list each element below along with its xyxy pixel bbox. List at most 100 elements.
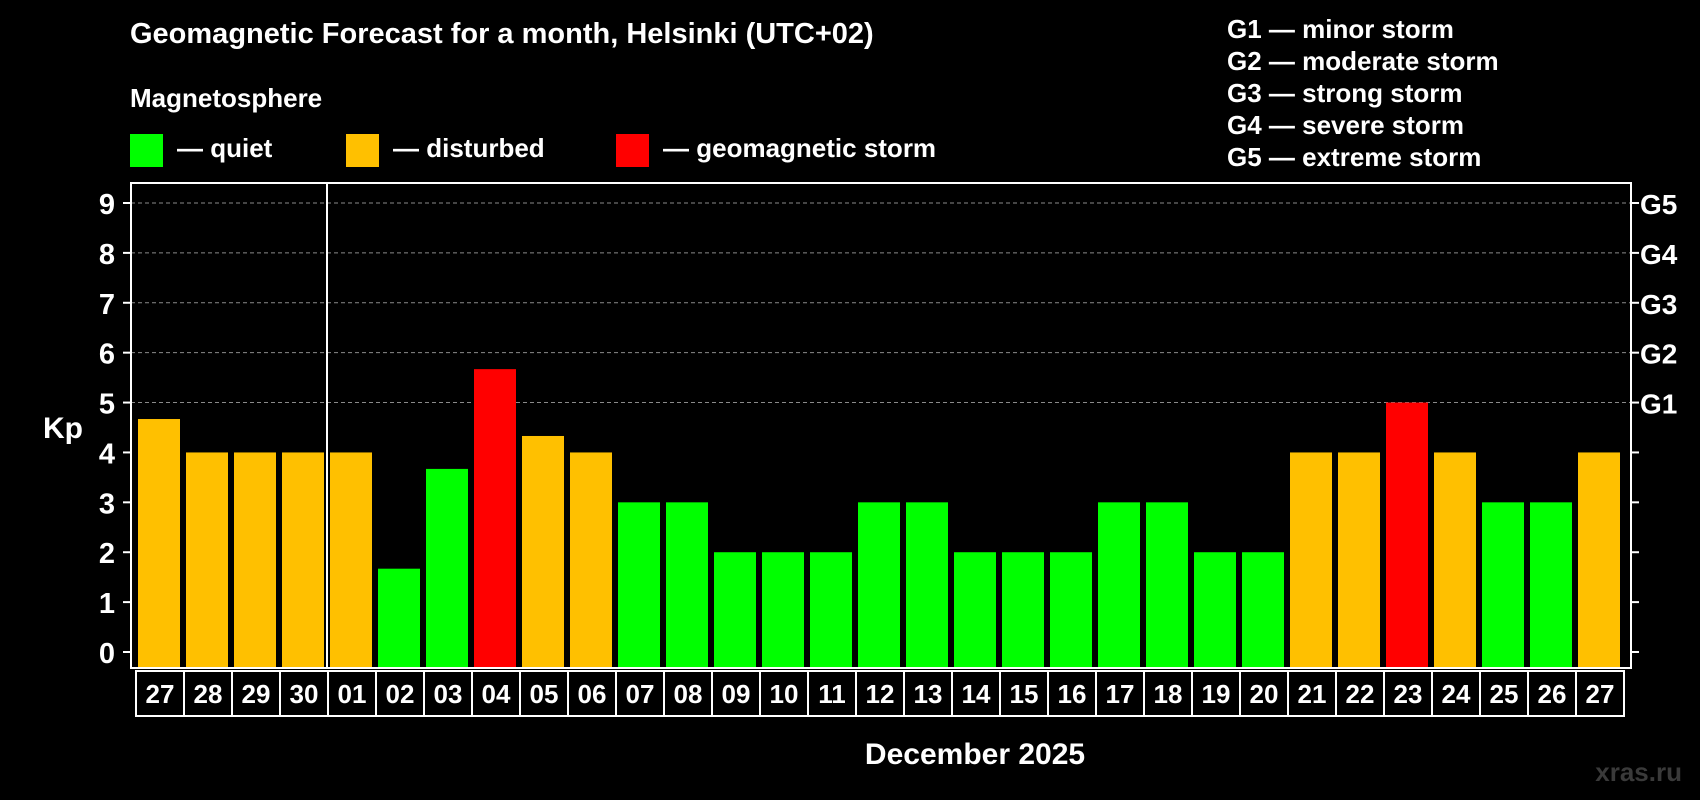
y-tick-label-7: 7 xyxy=(99,289,115,321)
legend-swatch-disturbed xyxy=(346,134,379,167)
date-cell-28 xyxy=(1479,670,1529,717)
watermark: xras.ru xyxy=(1595,757,1682,787)
magnetosphere-label: Magnetosphere xyxy=(130,83,323,113)
date-cell-9 xyxy=(567,670,617,717)
date-label-28: 25 xyxy=(1490,679,1519,709)
date-cell-21 xyxy=(1143,670,1193,717)
bar-9 xyxy=(570,452,612,668)
legend-label-quiet: — quiet xyxy=(177,133,273,163)
date-cell-27 xyxy=(1431,670,1481,717)
bar-14 xyxy=(810,552,852,668)
date-label-16: 13 xyxy=(914,679,943,709)
bar-30 xyxy=(1578,452,1620,668)
y-tick-label-1: 1 xyxy=(99,588,115,620)
date-label-20: 17 xyxy=(1106,679,1135,709)
bar-25 xyxy=(1338,452,1380,668)
date-label-25: 22 xyxy=(1346,679,1375,709)
y-tick-label-2: 2 xyxy=(99,538,115,570)
bar-28 xyxy=(1482,502,1524,668)
legend-label-storm: — geomagnetic storm xyxy=(663,133,937,163)
bar-15 xyxy=(858,502,900,668)
y-axis-title: Kp xyxy=(43,412,83,445)
bar-22 xyxy=(1194,552,1236,668)
date-cell-22 xyxy=(1191,670,1241,717)
date-label-4: 01 xyxy=(338,679,367,709)
bar-26 xyxy=(1386,402,1428,668)
storm-level-g2: G2 — moderate storm xyxy=(1227,46,1499,76)
date-label-0: 27 xyxy=(146,679,175,709)
bar-21 xyxy=(1146,502,1188,668)
date-label-10: 07 xyxy=(626,679,655,709)
date-cell-13 xyxy=(759,670,809,717)
bar-6 xyxy=(426,468,468,668)
date-label-14: 11 xyxy=(818,679,846,709)
bar-29 xyxy=(1530,502,1572,668)
bar-17 xyxy=(954,552,996,668)
plot-frame xyxy=(130,182,1632,669)
date-cell-12 xyxy=(711,670,761,717)
bar-8 xyxy=(522,435,564,668)
date-cell-26 xyxy=(1383,670,1433,717)
bar-4 xyxy=(330,452,372,668)
legend-swatch-storm xyxy=(616,134,649,167)
bar-27 xyxy=(1434,452,1476,668)
date-label-27: 24 xyxy=(1442,679,1471,709)
y-tick-label-9: 9 xyxy=(99,189,115,221)
date-label-6: 03 xyxy=(434,679,463,709)
date-label-21: 18 xyxy=(1154,679,1183,709)
y-tick-label-4: 4 xyxy=(99,438,115,470)
date-label-5: 02 xyxy=(386,679,415,709)
date-label-3: 30 xyxy=(290,679,319,709)
bar-24 xyxy=(1290,452,1332,668)
date-label-2: 29 xyxy=(242,679,271,709)
bar-16 xyxy=(906,502,948,668)
bar-19 xyxy=(1050,552,1092,668)
date-label-13: 10 xyxy=(770,679,799,709)
bar-18 xyxy=(1002,552,1044,668)
bar-0 xyxy=(138,419,180,668)
date-cell-7 xyxy=(471,670,521,717)
chart-title: Geomagnetic Forecast for a month, Helsin… xyxy=(130,18,874,50)
bar-7 xyxy=(474,369,516,668)
y-tick-label-8: 8 xyxy=(99,239,115,271)
date-label-11: 08 xyxy=(674,679,703,709)
date-label-8: 05 xyxy=(530,679,559,709)
date-label-29: 26 xyxy=(1538,679,1567,709)
date-label-23: 20 xyxy=(1250,679,1279,709)
date-cell-15 xyxy=(855,670,905,717)
storm-level-g3: G3 — strong storm xyxy=(1227,78,1463,108)
date-cell-29 xyxy=(1527,670,1577,717)
date-label-1: 28 xyxy=(194,679,223,709)
date-cell-20 xyxy=(1095,670,1145,717)
legend-swatch-quiet xyxy=(130,134,163,167)
right-axis-label-g3: G3 xyxy=(1640,289,1677,320)
date-cell-23 xyxy=(1239,670,1289,717)
date-cell-30 xyxy=(1575,670,1625,717)
y-tick-label-6: 6 xyxy=(99,339,115,371)
bar-13 xyxy=(762,552,804,668)
bar-1 xyxy=(186,452,228,668)
date-label-30: 27 xyxy=(1586,679,1615,709)
date-cell-14 xyxy=(807,670,857,717)
bar-20 xyxy=(1098,502,1140,668)
storm-level-g1: G1 — minor storm xyxy=(1227,14,1454,44)
y-tick-label-0: 0 xyxy=(99,638,115,670)
bar-12 xyxy=(714,552,756,668)
date-label-22: 19 xyxy=(1202,679,1231,709)
bar-10 xyxy=(618,502,660,668)
date-label-9: 06 xyxy=(578,679,607,709)
date-cell-6 xyxy=(423,670,473,717)
bar-5 xyxy=(378,568,420,668)
right-axis-label-g5: G5 xyxy=(1640,189,1677,220)
date-label-15: 12 xyxy=(866,679,895,709)
date-cell-10 xyxy=(615,670,665,717)
y-tick-label-3: 3 xyxy=(99,488,115,520)
date-label-7: 04 xyxy=(482,679,511,709)
date-cell-4 xyxy=(327,670,377,717)
bar-23 xyxy=(1242,552,1284,668)
date-label-19: 16 xyxy=(1058,679,1087,709)
storm-level-g5: G5 — extreme storm xyxy=(1227,142,1482,172)
bar-2 xyxy=(234,452,276,668)
right-axis-label-g1: G1 xyxy=(1640,389,1677,420)
